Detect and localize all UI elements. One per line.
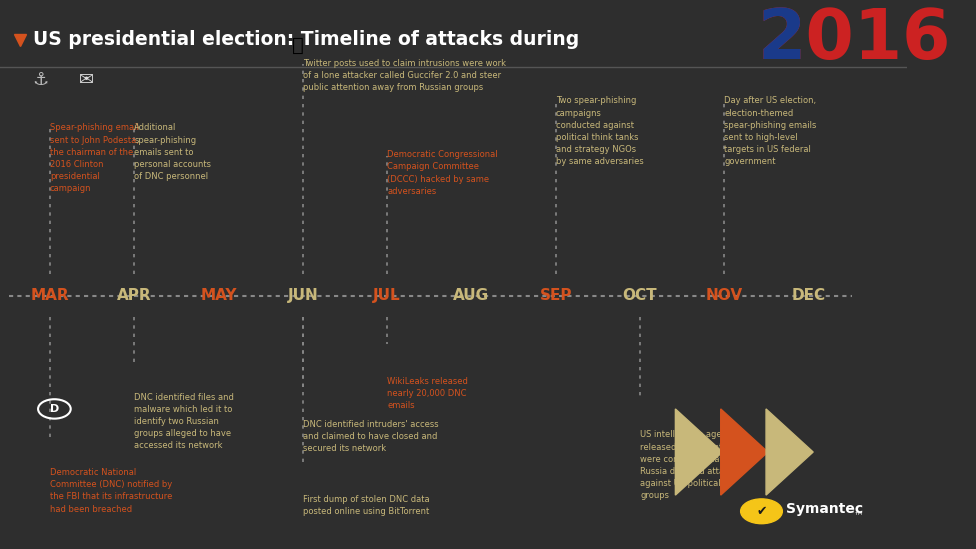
Text: ™: ™ xyxy=(854,510,864,520)
Text: MAR: MAR xyxy=(30,288,69,303)
Text: SEP: SEP xyxy=(540,288,572,303)
Polygon shape xyxy=(675,409,722,495)
Text: DEC: DEC xyxy=(792,288,826,303)
Text: NOV: NOV xyxy=(706,288,743,303)
Text: 2: 2 xyxy=(758,7,806,74)
Text: Additional
spear-phishing
emails sent to
personal accounts
of DNC personnel: Additional spear-phishing emails sent to… xyxy=(134,124,211,181)
Text: Day after US election,
election-themed
spear-phishing emails
sent to high-level
: Day after US election, election-themed s… xyxy=(724,97,817,166)
Text: 2016: 2016 xyxy=(758,7,952,74)
Text: Twitter posts used to claim intrusions were work
of a lone attacker called Gucci: Twitter posts used to claim intrusions w… xyxy=(303,59,506,92)
Text: WikiLeaks released
nearly 20,000 DNC
emails: WikiLeaks released nearly 20,000 DNC ema… xyxy=(387,377,468,410)
Text: MAY: MAY xyxy=(200,288,237,303)
Text: US intelligence agencies
released statement they
were confident that
Russia dire: US intelligence agencies released statem… xyxy=(640,430,744,500)
Text: US presidential election: Timeline of attacks during: US presidential election: Timeline of at… xyxy=(32,30,579,49)
Text: JUL: JUL xyxy=(373,288,401,303)
Text: DNC identified files and
malware which led it to
identify two Russian
groups all: DNC identified files and malware which l… xyxy=(134,393,234,450)
Text: Democratic Congressional
Campaign Committee
(DCCC) hacked by same
adversaries: Democratic Congressional Campaign Commit… xyxy=(387,150,498,196)
Text: Two spear-phishing
campaigns
conducted against
political think tanks
and strateg: Two spear-phishing campaigns conducted a… xyxy=(555,97,643,166)
Text: AUG: AUG xyxy=(453,288,490,303)
Text: DNC identified intruders' access
and claimed to have closed and
secured its netw: DNC identified intruders' access and cla… xyxy=(303,419,438,453)
Circle shape xyxy=(741,499,783,524)
Text: 🐦: 🐦 xyxy=(293,36,305,55)
Text: D: D xyxy=(50,404,59,414)
Text: ✔: ✔ xyxy=(756,505,767,518)
Text: ⚓: ⚓ xyxy=(33,71,49,89)
Text: APR: APR xyxy=(117,288,151,303)
Text: ✉: ✉ xyxy=(78,71,94,89)
Text: Spear-phishing email
sent to John Podesta,
the chairman of the
2016 Clinton
pres: Spear-phishing email sent to John Podest… xyxy=(50,124,139,193)
Text: Democratic National
Committee (DNC) notified by
the FBI that its infrastructure
: Democratic National Committee (DNC) noti… xyxy=(50,468,172,514)
Text: JUN: JUN xyxy=(287,288,318,303)
Text: Symantec: Symantec xyxy=(786,502,863,516)
Polygon shape xyxy=(766,409,813,495)
Text: OCT: OCT xyxy=(623,288,658,303)
Polygon shape xyxy=(720,409,768,495)
Text: First dump of stolen DNC data
posted online using BitTorrent: First dump of stolen DNC data posted onl… xyxy=(303,495,429,516)
